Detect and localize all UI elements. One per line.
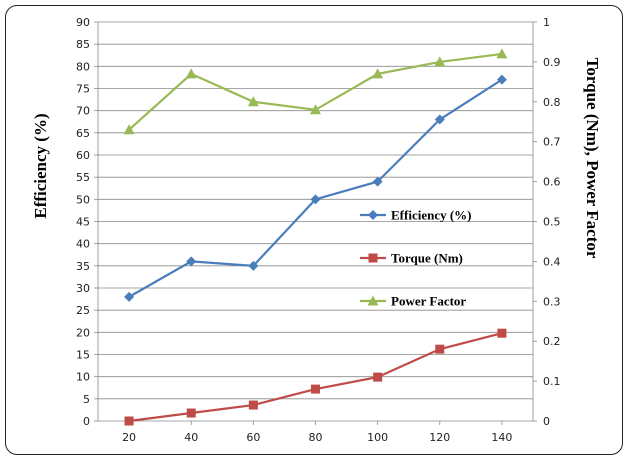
left-tick-label: 70 — [76, 105, 90, 118]
x-tick-label: 60 — [246, 431, 260, 444]
legend-marker-efficiency — [368, 210, 378, 220]
left-axis-ticks: 0 5 10 15 20 25 30 35 40 45 50 55 60 65 70 75 80 85 90 — [76, 16, 98, 428]
left-tick-label: 90 — [76, 16, 90, 29]
data-point-torque-nm — [435, 344, 445, 354]
data-point-efficiency — [310, 194, 321, 205]
left-tick-label: 10 — [76, 371, 90, 384]
legend-marker-torque-nm — [368, 253, 378, 263]
left-tick-label: 65 — [76, 127, 90, 140]
series-line-torque-nm — [128, 332, 503, 423]
x-tick-label: 120 — [429, 431, 450, 444]
data-point-efficiency — [434, 114, 445, 125]
right-tick-label: 0.7 — [543, 136, 561, 149]
series-line-power-factor — [128, 52, 503, 131]
left-tick-label: 60 — [76, 149, 90, 162]
data-point-power-factor — [123, 124, 135, 135]
right-tick-label: 0.9 — [543, 56, 561, 69]
right-tick-label: 1 — [543, 16, 550, 29]
data-point-power-factor — [496, 48, 508, 59]
data-point-torque-nm — [311, 384, 320, 394]
y-axis-title-left: Efficiency (%) — [31, 113, 50, 218]
data-point-efficiency — [496, 74, 507, 85]
legend-label-power-factor: Power Factor — [391, 294, 466, 309]
data-point-power-factor — [185, 68, 197, 79]
left-tick-label: 45 — [76, 216, 90, 229]
x-tick-label: 140 — [491, 431, 512, 444]
data-point-torque-nm — [248, 400, 258, 410]
left-tick-label: 55 — [76, 171, 90, 184]
series-torque-nm — [124, 328, 507, 426]
left-tick-label: 5 — [83, 393, 90, 406]
legend: Efficiency (%) Torque (Nm) Power Factor — [360, 208, 472, 309]
right-tick-label: 0.8 — [543, 96, 561, 109]
y-axis-title-right: Torque (Nm), Power Factor — [583, 58, 602, 259]
left-tick-label: 15 — [76, 349, 90, 362]
right-tick-label: 0 — [543, 415, 550, 428]
series-efficiency — [124, 74, 507, 302]
legend-marker-power-factor — [367, 295, 379, 306]
left-tick-label: 75 — [76, 83, 90, 96]
x-tick-label: 80 — [309, 431, 323, 444]
left-tick-label: 0 — [83, 415, 90, 428]
left-tick-label: 20 — [76, 326, 90, 339]
chart-frame — [5, 5, 623, 455]
data-point-efficiency — [248, 260, 259, 271]
right-tick-label: 0.4 — [543, 255, 561, 268]
left-tick-label: 30 — [76, 282, 90, 295]
data-point-torque-nm — [186, 408, 196, 418]
legend-label-torque-nm: Torque (Nm) — [391, 251, 463, 266]
right-tick-label: 0.3 — [543, 295, 561, 308]
left-tick-label: 35 — [76, 260, 90, 273]
right-tick-label: 0.5 — [543, 216, 561, 229]
x-tick-label: 100 — [367, 431, 388, 444]
right-tick-label: 0.6 — [543, 176, 561, 189]
left-tick-label: 80 — [76, 60, 90, 73]
data-point-efficiency — [372, 176, 383, 187]
data-point-torque-nm — [373, 372, 383, 382]
right-tick-label: 0.1 — [543, 375, 561, 388]
x-axis-ticks: 20 40 60 80 100 120 140 — [122, 421, 512, 444]
left-tick-label: 25 — [76, 304, 90, 317]
data-point-torque-nm — [497, 328, 507, 338]
data-point-power-factor — [247, 96, 259, 107]
data-point-efficiency — [186, 256, 197, 267]
data-point-efficiency — [124, 291, 135, 302]
left-tick-label: 85 — [76, 38, 90, 51]
data-point-power-factor — [372, 68, 384, 79]
right-tick-label: 0.2 — [543, 335, 561, 348]
right-axis-ticks: 0 0.1 0.2 0.3 0.4 0.5 0.6 0.7 0.8 0.9 1 — [533, 16, 561, 428]
data-point-power-factor — [310, 104, 321, 115]
legend-label-efficiency: Efficiency (%) — [391, 208, 472, 223]
x-tick-label: 20 — [122, 431, 136, 444]
left-tick-label: 50 — [76, 193, 90, 206]
series-group — [123, 48, 508, 426]
grid-lines — [98, 21, 533, 422]
left-tick-label: 40 — [76, 238, 90, 251]
data-point-torque-nm — [124, 416, 134, 426]
x-tick-label: 40 — [184, 431, 198, 444]
data-point-power-factor — [434, 56, 446, 67]
series-power-factor — [123, 48, 508, 135]
